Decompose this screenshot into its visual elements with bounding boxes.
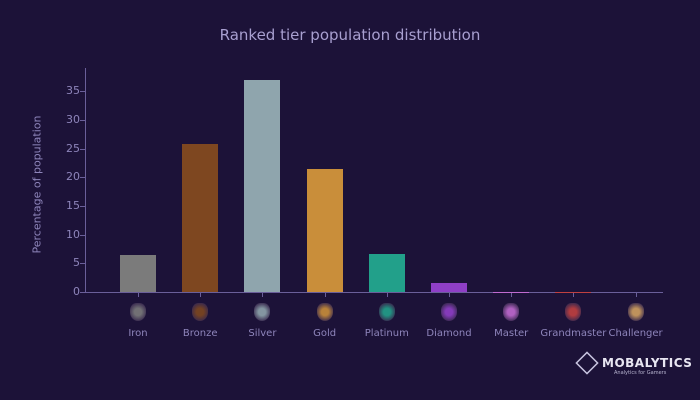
chart-title: Ranked tier population distribution [219, 26, 481, 44]
y-tick-label: 20 [66, 170, 80, 184]
grandmaster-emblem-icon [565, 303, 582, 321]
x-tick-mark [200, 293, 202, 297]
x-tick-label: Iron [128, 328, 148, 339]
x-tick-mark [138, 293, 139, 297]
y-tick-mark [80, 177, 85, 179]
x-tick-mark [324, 293, 326, 297]
y-tick-mark [80, 263, 85, 265]
x-tick-label: Bronze [182, 328, 218, 339]
d20-logo-icon [575, 351, 599, 375]
bar-diamond [431, 282, 467, 292]
y-tick-label: 10 [66, 227, 80, 241]
x-tick-label: Grandmaster [540, 328, 607, 339]
y-tick-mark [80, 119, 85, 121]
y-tick-label: 30 [66, 112, 80, 126]
x-tick-mark [635, 293, 637, 297]
y-axis-line [85, 68, 86, 293]
y-tick-label: 0 [73, 285, 80, 298]
x-tick-label: Challenger [608, 328, 663, 339]
diamond-emblem-icon [441, 303, 457, 321]
y-axis-label: Percentage of population [30, 115, 44, 254]
y-tick-mark [80, 292, 85, 293]
x-tick-label: Silver [248, 328, 277, 339]
platinum-emblem-icon [378, 303, 395, 321]
y-tick-mark [80, 234, 85, 236]
y-tick-label: 35 [66, 84, 80, 98]
iron-emblem-icon [130, 303, 146, 321]
y-tick-label: 5 [73, 256, 80, 270]
x-tick-label: Master [494, 328, 529, 339]
x-tick-mark [573, 293, 575, 297]
y-tick-mark [80, 205, 85, 207]
x-tick-label: Platinum [364, 328, 409, 339]
x-tick-label: Diamond [426, 328, 472, 339]
bar-platinum [368, 253, 405, 292]
gold-emblem-icon [316, 303, 333, 321]
y-tick-label: 25 [66, 141, 80, 155]
x-tick-mark [449, 293, 450, 297]
x-axis-line [85, 292, 663, 293]
y-tick-label: 15 [66, 198, 80, 212]
x-tick-mark [511, 293, 513, 297]
bar-bronze [182, 143, 219, 292]
bar-iron [120, 254, 156, 292]
x-tick-label: Gold [313, 328, 337, 339]
challenger-emblem-icon [627, 303, 644, 321]
master-emblem-icon [503, 303, 520, 321]
x-tick-mark [386, 293, 388, 297]
silver-emblem-icon [254, 303, 271, 321]
bronze-emblem-icon [192, 303, 209, 321]
brand-tagline: Analytics for Gamers [614, 370, 667, 376]
y-tick-mark [80, 148, 85, 150]
x-tick-mark [262, 293, 264, 297]
y-tick-mark [80, 91, 85, 93]
brand-name: MOBALYTICS [602, 356, 693, 370]
mobalytics-logo: MOBALYTICS [575, 351, 693, 375]
bar-silver [244, 80, 281, 292]
bar-gold [306, 168, 343, 292]
